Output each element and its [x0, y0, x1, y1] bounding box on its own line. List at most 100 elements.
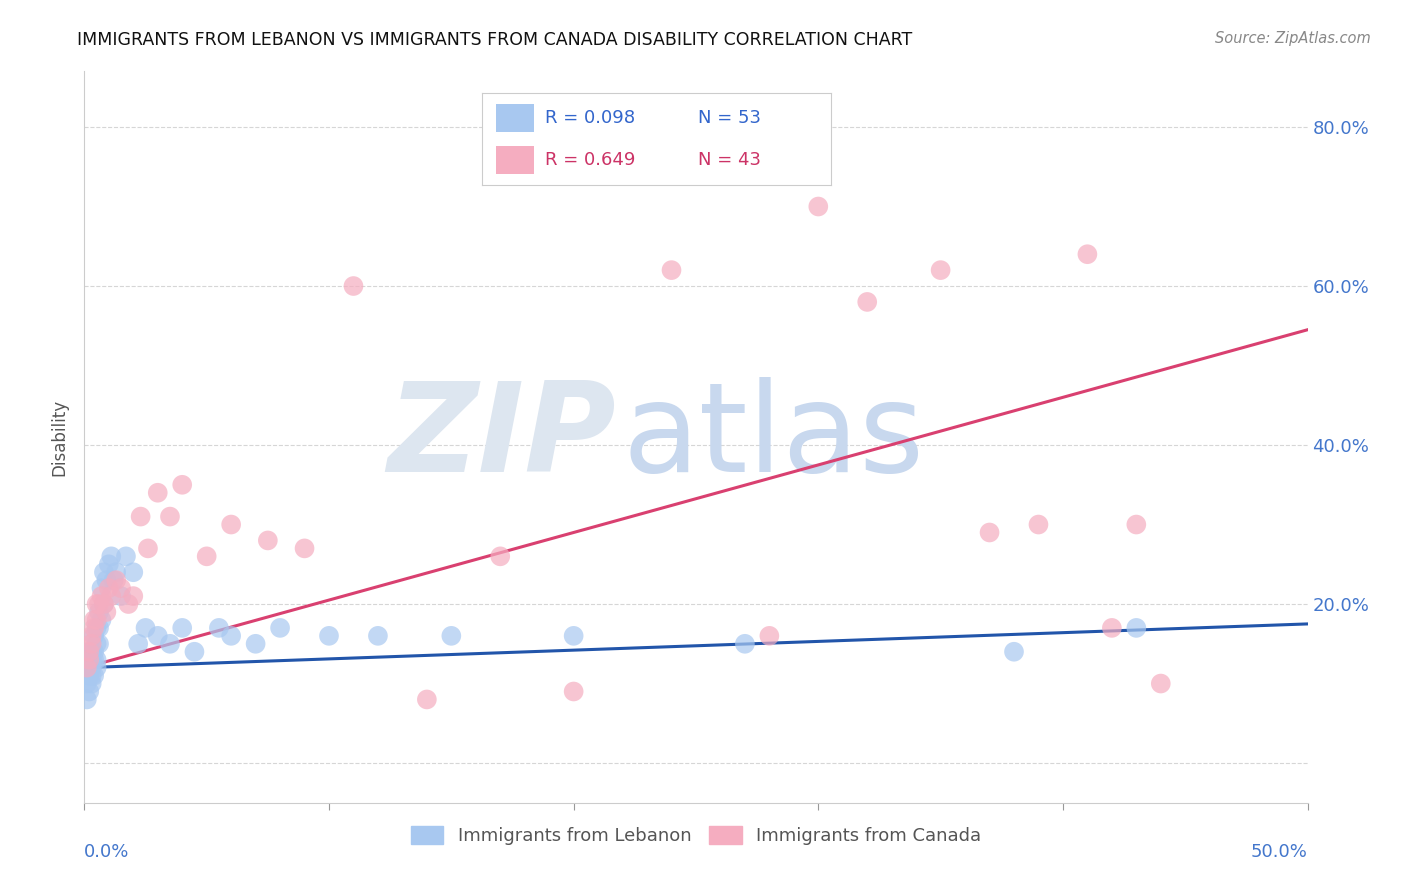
Point — [342, 279, 364, 293]
Point — [105, 566, 128, 580]
Point — [76, 692, 98, 706]
Point — [172, 621, 194, 635]
Point — [562, 684, 585, 698]
Point — [76, 660, 98, 674]
Point — [80, 653, 103, 667]
Text: 0.0%: 0.0% — [84, 843, 129, 861]
Point — [245, 637, 267, 651]
Point — [87, 597, 110, 611]
Point — [87, 637, 110, 651]
Point — [76, 660, 98, 674]
Point — [96, 605, 118, 619]
Point — [416, 692, 439, 706]
Point — [734, 637, 756, 651]
Point — [77, 645, 100, 659]
Legend: Immigrants from Lebanon, Immigrants from Canada: Immigrants from Lebanon, Immigrants from… — [404, 819, 988, 852]
Point — [77, 645, 100, 659]
Point — [105, 573, 128, 587]
Point — [93, 597, 115, 611]
Point — [122, 589, 145, 603]
Point — [87, 621, 110, 635]
Point — [562, 629, 585, 643]
Point — [110, 589, 132, 603]
Point — [77, 684, 100, 698]
Point — [83, 629, 105, 643]
Point — [110, 581, 132, 595]
Point — [1101, 621, 1123, 635]
Point — [929, 263, 952, 277]
Point — [77, 660, 100, 674]
Point — [80, 637, 103, 651]
Point — [86, 621, 108, 635]
Point — [77, 668, 100, 682]
Point — [661, 263, 683, 277]
Point — [80, 660, 103, 674]
Text: atlas: atlas — [623, 376, 925, 498]
Point — [93, 566, 115, 580]
Point — [1076, 247, 1098, 261]
Point — [96, 573, 118, 587]
Point — [208, 621, 231, 635]
Point — [440, 629, 463, 643]
Point — [129, 509, 152, 524]
Point — [97, 581, 120, 595]
Point — [136, 541, 159, 556]
Point — [1125, 517, 1147, 532]
Point — [135, 621, 157, 635]
Point — [195, 549, 218, 564]
Point — [83, 668, 105, 682]
Point — [80, 629, 103, 643]
Point — [183, 645, 205, 659]
Point — [90, 589, 112, 603]
Point — [80, 676, 103, 690]
Point — [146, 485, 169, 500]
Text: Source: ZipAtlas.com: Source: ZipAtlas.com — [1215, 31, 1371, 46]
Point — [269, 621, 291, 635]
Point — [80, 668, 103, 682]
Point — [807, 200, 830, 214]
Point — [86, 637, 108, 651]
Point — [100, 589, 122, 603]
Point — [122, 566, 145, 580]
Point — [77, 653, 100, 667]
Point — [1028, 517, 1050, 532]
Point — [1150, 676, 1173, 690]
Point — [90, 613, 112, 627]
Point — [93, 597, 115, 611]
Point — [758, 629, 780, 643]
Point — [86, 597, 108, 611]
Point — [90, 581, 112, 595]
Point — [97, 558, 120, 572]
Point — [83, 653, 105, 667]
Point — [103, 573, 125, 587]
Point — [117, 597, 139, 611]
Point — [77, 653, 100, 667]
Point — [76, 676, 98, 690]
Point — [127, 637, 149, 651]
Y-axis label: Disability: Disability — [51, 399, 69, 475]
Point — [257, 533, 280, 548]
Point — [86, 660, 108, 674]
Point — [979, 525, 1001, 540]
Point — [489, 549, 512, 564]
Point — [86, 613, 108, 627]
Text: ZIP: ZIP — [388, 376, 616, 498]
Text: 50.0%: 50.0% — [1251, 843, 1308, 861]
Point — [86, 653, 108, 667]
Point — [318, 629, 340, 643]
Point — [146, 629, 169, 643]
Point — [159, 509, 181, 524]
Point — [80, 645, 103, 659]
Point — [1125, 621, 1147, 635]
Point — [115, 549, 138, 564]
Point — [856, 294, 879, 309]
Point — [1002, 645, 1025, 659]
Point — [367, 629, 389, 643]
Point — [294, 541, 316, 556]
Point — [83, 645, 105, 659]
Point — [219, 517, 242, 532]
Point — [100, 549, 122, 564]
Point — [87, 605, 110, 619]
Point — [172, 477, 194, 491]
Point — [83, 621, 105, 635]
